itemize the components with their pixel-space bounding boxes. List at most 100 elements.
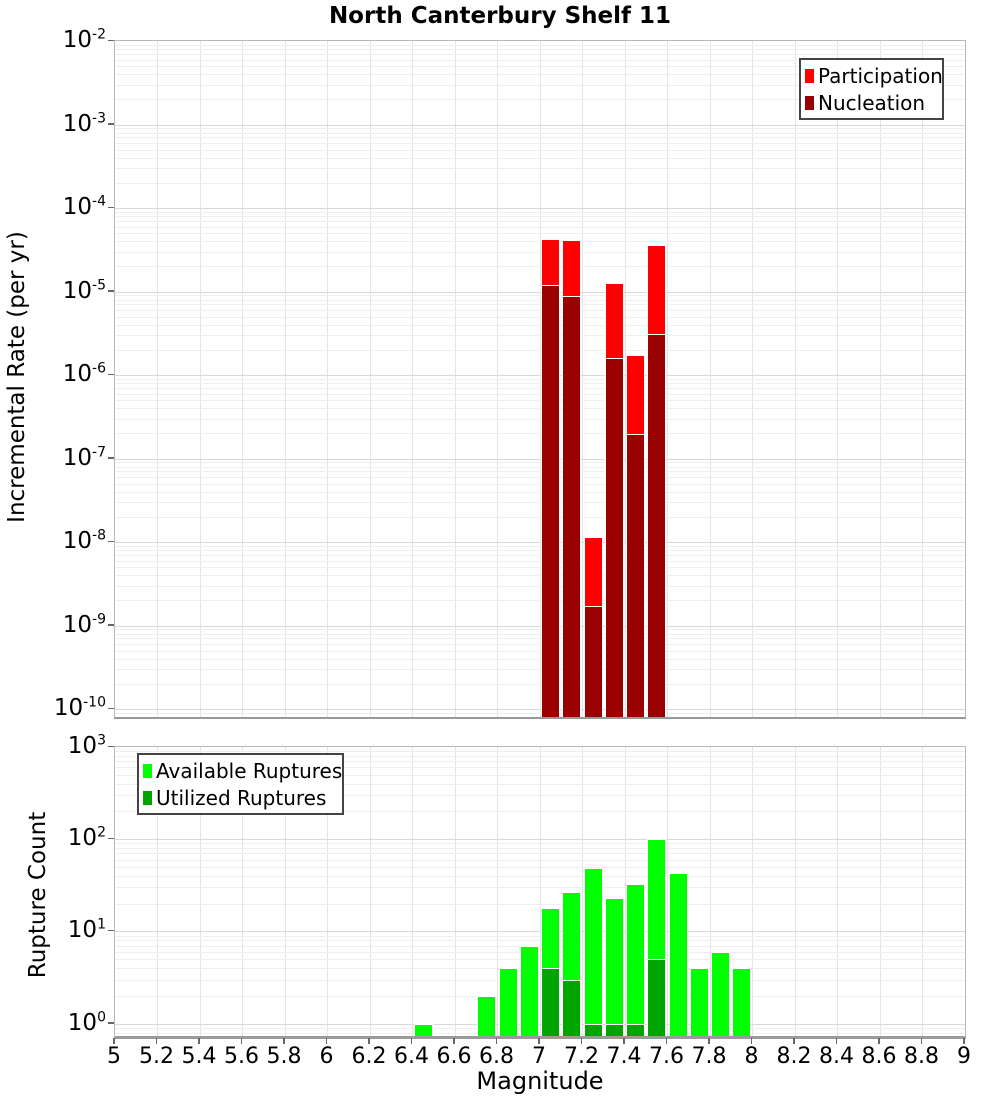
x-tick xyxy=(878,1038,880,1044)
gridline-minor xyxy=(115,400,965,402)
y-tick xyxy=(108,123,114,125)
gridline-minor xyxy=(115,755,965,757)
gridline-minor xyxy=(115,995,965,997)
x-tick-label: 7.8 xyxy=(691,1044,727,1069)
available-ruptures-bar xyxy=(668,872,688,1036)
gridline-minor xyxy=(115,940,965,942)
y-tick xyxy=(108,290,114,292)
gridline-major xyxy=(115,931,965,933)
gridline-minor xyxy=(115,211,965,213)
legend-item-available: Available Ruptures xyxy=(143,757,342,784)
y-tick xyxy=(108,929,114,932)
y-tick xyxy=(108,745,114,747)
gridline-minor xyxy=(115,316,965,318)
gridline-minor xyxy=(115,545,965,547)
gridline-minor xyxy=(115,554,965,556)
nucleation-bar xyxy=(647,333,667,717)
x-tick xyxy=(495,1038,498,1044)
gridline-minor xyxy=(115,502,965,504)
x-tick xyxy=(410,1038,413,1044)
nucleation-legend-marker xyxy=(805,95,814,110)
gridline-minor xyxy=(115,638,965,640)
gridline-minor xyxy=(115,959,965,961)
utilized-ruptures-bar xyxy=(647,959,667,1036)
x-tick-label: 5.8 xyxy=(266,1044,302,1069)
gridline-minor xyxy=(115,633,965,635)
gridline-minor xyxy=(115,462,965,464)
gridline-minor xyxy=(115,59,965,61)
gridline-minor xyxy=(115,811,965,813)
gridline-minor xyxy=(115,1032,965,1034)
gridline-minor xyxy=(115,128,965,130)
available-ruptures-bar xyxy=(413,1023,433,1036)
legend-item-participation: Participation xyxy=(805,62,943,89)
gridline-major xyxy=(115,458,965,460)
utilized-ruptures-bar xyxy=(626,1023,645,1036)
available-ruptures-bar xyxy=(583,867,603,1036)
gridline-minor xyxy=(115,783,965,785)
x-tick-label: 8.6 xyxy=(861,1044,897,1069)
gridline-vertical xyxy=(922,747,923,1036)
gridline-minor xyxy=(115,774,965,776)
gridline-minor xyxy=(115,466,965,468)
gridline-minor xyxy=(115,683,965,685)
gridline-minor xyxy=(115,304,965,306)
gridline-minor xyxy=(115,393,965,395)
y-tick xyxy=(108,457,114,459)
gridline-major xyxy=(115,208,965,209)
gridline-vertical xyxy=(837,747,838,1036)
gridline-minor xyxy=(115,383,965,385)
participation-legend-label: Participation xyxy=(818,63,943,88)
gridline-minor xyxy=(115,491,965,493)
gridline-minor xyxy=(115,49,965,51)
available-ruptures-bar xyxy=(732,968,752,1036)
gridline-minor xyxy=(115,887,965,889)
x-tick xyxy=(793,1038,795,1044)
y-tick xyxy=(108,39,114,41)
gridline-major xyxy=(115,291,965,293)
x-tick-label: 5 xyxy=(107,1044,121,1069)
available-ruptures-bar xyxy=(626,883,645,1036)
gridline-minor xyxy=(115,387,965,389)
gridline-minor xyxy=(115,74,965,76)
gridline-major xyxy=(115,1023,965,1025)
x-tick-label: 6.6 xyxy=(436,1044,472,1069)
gridline-minor xyxy=(115,226,965,228)
nucleation-legend-label: Nucleation xyxy=(818,90,926,115)
x-axis-title: Magnitude xyxy=(476,1067,604,1095)
gridline-minor xyxy=(115,875,965,877)
gridline-minor xyxy=(115,567,965,569)
available-ruptures-bar xyxy=(477,995,497,1036)
gridline-major xyxy=(115,542,965,543)
chart-title: North Canterbury Shelf 11 xyxy=(328,3,672,29)
y-tick xyxy=(108,624,114,626)
x-tick xyxy=(580,1038,583,1044)
x-tick-label: 8.2 xyxy=(776,1044,812,1069)
x-tick-label: 6 xyxy=(319,1044,334,1069)
legend-top: Participation Nucleation xyxy=(799,58,944,120)
available-ruptures-legend-marker xyxy=(143,763,152,778)
gridline-vertical xyxy=(412,747,413,1036)
gridline-minor xyxy=(115,137,965,139)
y-tick xyxy=(108,837,114,840)
gridline-minor xyxy=(115,44,965,46)
x-tick xyxy=(835,1038,838,1044)
gridline-minor xyxy=(115,658,965,660)
available-ruptures-bar xyxy=(498,968,518,1036)
y-tick-label: 103 xyxy=(67,732,106,759)
y-tick-label: 101 xyxy=(67,916,106,944)
gridline-major xyxy=(115,625,965,627)
gridline-minor xyxy=(115,968,965,970)
gridline-minor xyxy=(115,220,965,222)
utilized-ruptures-legend-marker xyxy=(143,790,152,805)
nucleation-bar xyxy=(626,434,645,717)
utilized-ruptures-bar xyxy=(583,1023,603,1036)
x-tick-label: 7.4 xyxy=(606,1044,642,1069)
gridline-minor xyxy=(115,251,965,253)
gridline-major xyxy=(115,375,965,376)
gridline-minor xyxy=(115,418,965,420)
nucleation-bar xyxy=(604,357,624,717)
x-tick xyxy=(240,1038,243,1044)
x-tick xyxy=(708,1038,710,1044)
gridline-minor xyxy=(115,233,965,235)
